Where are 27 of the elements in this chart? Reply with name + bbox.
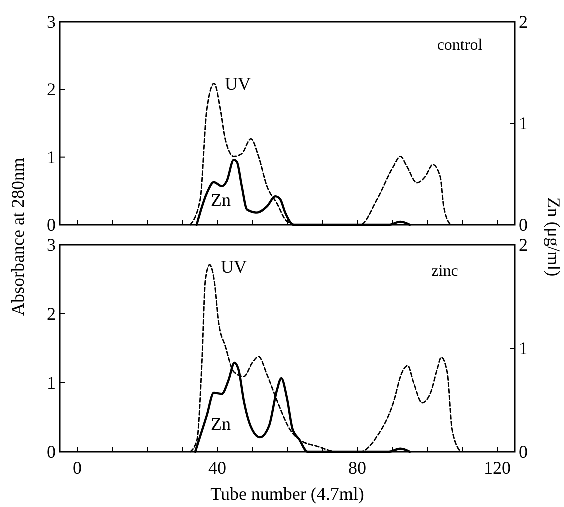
annotation: Zn xyxy=(211,190,231,210)
annotation: control xyxy=(437,37,484,54)
y2-tick-label: 1 xyxy=(519,338,528,358)
y-tick-label: 1 xyxy=(47,373,56,393)
y2-axis-title: Zn (μg/ml) xyxy=(544,197,564,277)
y2-tick-label: 2 xyxy=(519,12,528,32)
annotation: Zn xyxy=(211,414,231,434)
y-tick-label: 0 xyxy=(47,442,56,462)
y-tick-label: 3 xyxy=(47,12,56,32)
y-tick-label: 3 xyxy=(47,235,56,255)
y2-tick-label: 0 xyxy=(519,215,528,235)
y-axis-title: Absorbance at 280nm xyxy=(8,158,28,316)
y2-tick-label: 1 xyxy=(519,114,528,134)
y2-tick-label: 0 xyxy=(519,442,528,462)
annotation: UV xyxy=(221,257,247,277)
x-tick-label: 80 xyxy=(348,458,366,478)
x-tick-label: 0 xyxy=(73,458,82,478)
y-tick-label: 2 xyxy=(47,304,56,324)
x-tick-label: 120 xyxy=(484,458,511,478)
annotation: UV xyxy=(225,74,251,94)
y-tick-label: 2 xyxy=(47,80,56,100)
annotation: zinc xyxy=(432,263,458,280)
x-tick-label: 40 xyxy=(208,458,226,478)
y2-tick-label: 2 xyxy=(519,235,528,255)
y-tick-label: 1 xyxy=(47,147,56,168)
x-axis-title: Tube number (4.7ml) xyxy=(210,484,364,504)
y-tick-label: 0 xyxy=(47,215,56,235)
